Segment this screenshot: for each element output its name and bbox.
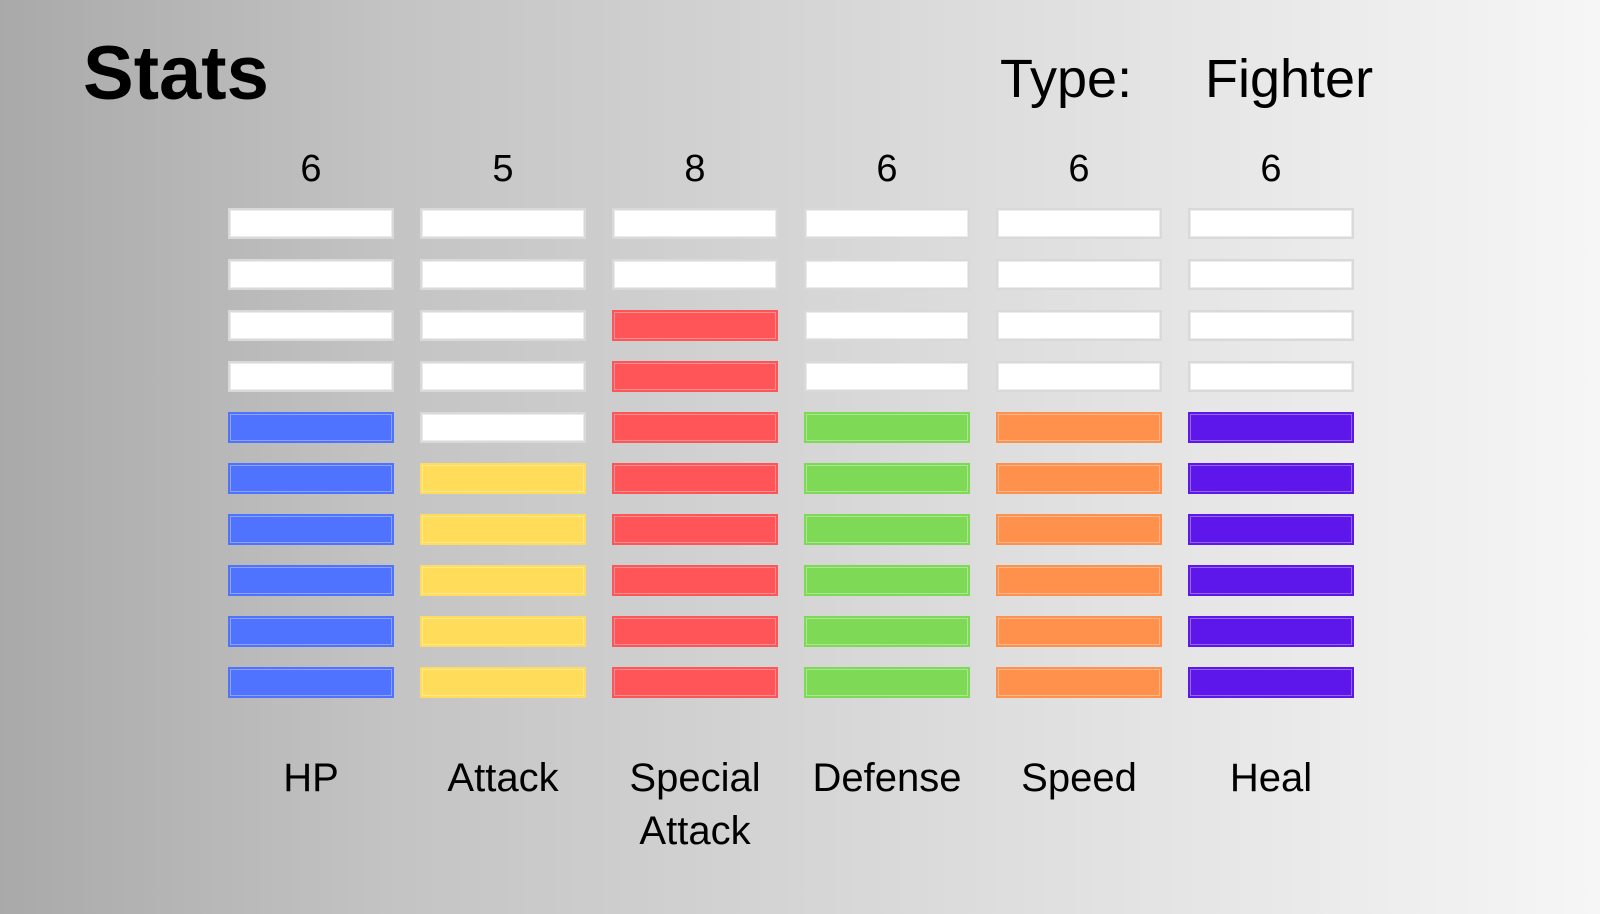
stat-bar-filled [420,463,586,494]
page-title: Stats [83,31,269,116]
stat-bar-empty [420,310,586,341]
stat-bar-filled [612,667,778,698]
stat-bar-filled [228,565,394,596]
stat-bar-empty [420,208,586,239]
stat-bar-filled [612,616,778,647]
stat-bar-empty [804,259,970,290]
stat-bar-empty [612,208,778,239]
stat-value: 5 [492,148,514,190]
stat-value: 6 [876,148,898,190]
stat-bar-empty [1188,361,1354,392]
stat-bar-filled [420,514,586,545]
stat-bar-filled [228,667,394,698]
stat-bar-filled [804,616,970,647]
stat-defense: 6 Defense [804,150,970,850]
stat-bar-filled [804,565,970,596]
stat-heal: 6 Heal [1188,150,1354,850]
stat-bar-filled [228,463,394,494]
stat-bar-empty [1188,208,1354,239]
stat-bar-empty [1188,310,1354,341]
stat-bar-filled [804,412,970,443]
stat-bar-filled [1188,616,1354,647]
stat-bar-empty [996,259,1162,290]
stat-value: 6 [1260,148,1282,190]
stat-bar-filled [612,412,778,443]
stat-value: 6 [300,148,322,190]
stat-bar-filled [612,514,778,545]
stat-bar-filled [228,616,394,647]
stat-bar-filled [996,412,1162,443]
stat-bar-filled [1188,463,1354,494]
stat-bar-filled [804,463,970,494]
stat-label: Special Attack [629,756,761,853]
stat-bar-filled [420,667,586,698]
stat-label: Attack [447,756,559,800]
stat-bar-empty [996,208,1162,239]
stat-attack: 5 Attack [420,150,586,850]
stat-bar-filled [996,616,1162,647]
stat-bar-filled [996,565,1162,596]
stat-special-attack: 8 Special Attack [612,148,778,853]
stat-bar-filled [612,565,778,596]
stat-bar-empty [804,310,970,341]
stat-value: 6 [1068,148,1090,190]
stat-bar-filled [228,412,394,443]
stat-bar-filled [1188,514,1354,545]
type-label: Type: [1000,49,1133,109]
stat-bar-filled [420,616,586,647]
stat-label: Speed [1021,756,1137,800]
stat-bar-filled [612,463,778,494]
stat-bar-empty [228,259,394,290]
stat-bar-empty [804,208,970,239]
type-value: Fighter [1205,49,1374,109]
stat-hp: 6 HP [228,150,394,850]
stat-speed: 6 Speed [996,150,1162,850]
stat-bar-filled [804,667,970,698]
stat-bar-filled [228,514,394,545]
stats-grid: 6 HP 5 Attack 8 Special Attack 6 Defense … [228,148,1378,853]
stat-bar-filled [420,565,586,596]
stat-bar-filled [996,463,1162,494]
stat-bar-empty [420,412,586,443]
stat-bar-empty [996,310,1162,341]
stat-bar-empty [996,361,1162,392]
stat-bar-filled [1188,667,1354,698]
stat-bar-filled [612,361,778,392]
stat-bar-empty [420,259,586,290]
stat-bar-empty [228,208,394,239]
stat-bar-empty [420,361,586,392]
stat-bar-empty [228,361,394,392]
stat-bar-empty [804,361,970,392]
stat-bar-filled [996,514,1162,545]
stat-bar-filled [612,310,778,341]
stat-bar-empty [228,310,394,341]
stat-value: 8 [684,148,706,190]
stat-label: Heal [1229,756,1313,800]
stat-bar-filled [1188,412,1354,443]
stat-bar-empty [612,259,778,290]
stat-bar-filled [804,514,970,545]
stat-bar-filled [1188,565,1354,596]
stat-bar-filled [996,667,1162,698]
stat-label: HP [283,756,339,800]
stat-bar-empty [1188,259,1354,290]
stat-label: Defense [812,756,962,800]
